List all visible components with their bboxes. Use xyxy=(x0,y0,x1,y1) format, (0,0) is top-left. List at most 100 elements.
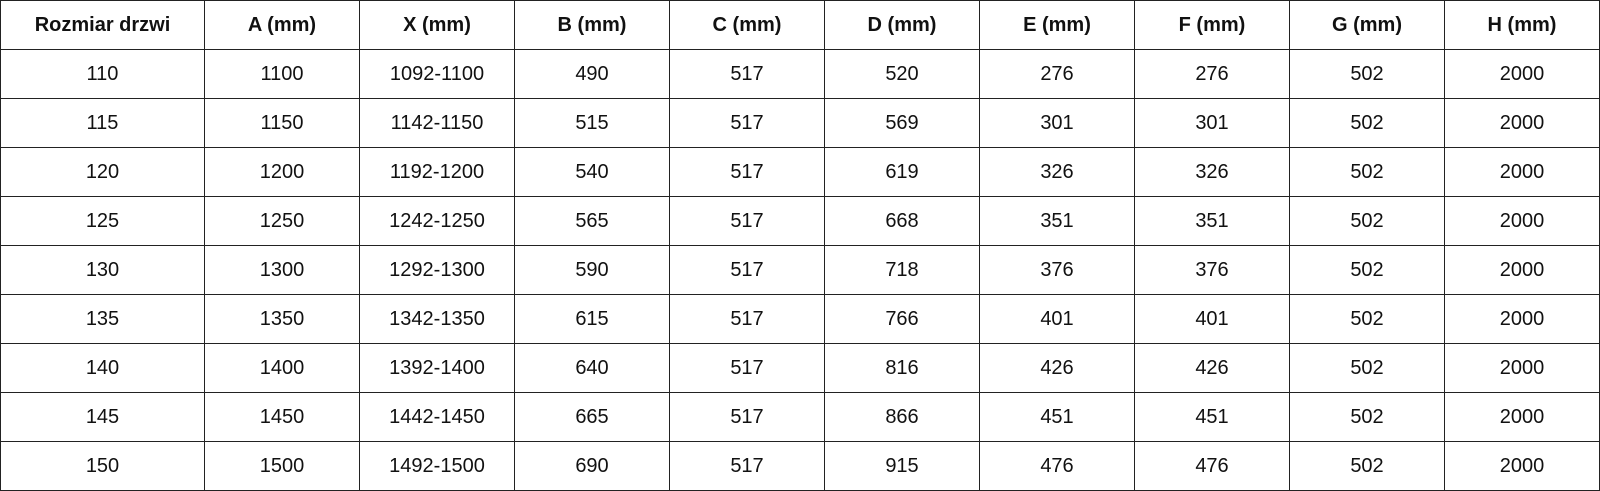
table-cell: 502 xyxy=(1289,98,1445,148)
table-cell: 2000 xyxy=(1444,49,1600,99)
table-cell: 502 xyxy=(1289,294,1445,344)
table-cell: 1250 xyxy=(204,196,360,246)
table-cell: 1242-1250 xyxy=(359,196,515,246)
column-header: G (mm) xyxy=(1289,0,1445,50)
table-cell: 115 xyxy=(0,98,205,148)
table-cell: 376 xyxy=(1134,245,1290,295)
table-cell: 517 xyxy=(669,294,825,344)
table-cell: 476 xyxy=(979,441,1135,491)
table-cell: 540 xyxy=(514,147,670,197)
table-row: 140 1400 1392-1400 640 517 816 426 426 502 2000 xyxy=(0,343,1600,393)
table-cell: 1292-1300 xyxy=(359,245,515,295)
table-cell: 2000 xyxy=(1444,98,1600,148)
table-cell: 517 xyxy=(669,245,825,295)
table-cell: 1400 xyxy=(204,343,360,393)
table-cell: 125 xyxy=(0,196,205,246)
table-cell: 476 xyxy=(1134,441,1290,491)
table-cell: 2000 xyxy=(1444,245,1600,295)
table-cell: 426 xyxy=(979,343,1135,393)
table-cell: 1200 xyxy=(204,147,360,197)
column-header: F (mm) xyxy=(1134,0,1290,50)
table-row: 135 1350 1342-1350 615 517 766 401 401 502 2000 xyxy=(0,294,1600,344)
table-cell: 351 xyxy=(1134,196,1290,246)
table-cell: 517 xyxy=(669,343,825,393)
table-cell: 502 xyxy=(1289,196,1445,246)
table-cell: 517 xyxy=(669,392,825,442)
table-cell: 615 xyxy=(514,294,670,344)
table-cell: 1300 xyxy=(204,245,360,295)
table-cell: 120 xyxy=(0,147,205,197)
table-cell: 1092-1100 xyxy=(359,49,515,99)
table-cell: 1150 xyxy=(204,98,360,148)
table-cell: 915 xyxy=(824,441,980,491)
table-cell: 619 xyxy=(824,147,980,197)
table-cell: 426 xyxy=(1134,343,1290,393)
table-cell: 110 xyxy=(0,49,205,99)
table-cell: 145 xyxy=(0,392,205,442)
table-cell: 150 xyxy=(0,441,205,491)
table-cell: 1142-1150 xyxy=(359,98,515,148)
table-cell: 766 xyxy=(824,294,980,344)
table-cell: 2000 xyxy=(1444,294,1600,344)
table-cell: 1100 xyxy=(204,49,360,99)
table-cell: 2000 xyxy=(1444,147,1600,197)
table-cell: 130 xyxy=(0,245,205,295)
table-cell: 2000 xyxy=(1444,196,1600,246)
table-cell: 301 xyxy=(979,98,1135,148)
table-cell: 502 xyxy=(1289,49,1445,99)
table-row: 145 1450 1442-1450 665 517 866 451 451 502 2000 xyxy=(0,392,1600,442)
table-cell: 502 xyxy=(1289,343,1445,393)
table-cell: 502 xyxy=(1289,245,1445,295)
table-row: 115 1150 1142-1150 515 517 569 301 301 502 2000 xyxy=(0,98,1600,148)
header-row: Rozmiar drzwi A (mm) X (mm) B (mm) C (mm) D (… xyxy=(0,0,1600,50)
table-cell: 517 xyxy=(669,196,825,246)
table-cell: 640 xyxy=(514,343,670,393)
column-header: A (mm) xyxy=(204,0,360,50)
table-cell: 1192-1200 xyxy=(359,147,515,197)
table-cell: 276 xyxy=(979,49,1135,99)
table-cell: 401 xyxy=(1134,294,1290,344)
column-header: E (mm) xyxy=(979,0,1135,50)
table-cell: 502 xyxy=(1289,147,1445,197)
table-row: 110 1100 1092-1100 490 517 520 276 276 502 2000 xyxy=(0,49,1600,99)
table-cell: 376 xyxy=(979,245,1135,295)
table-cell: 401 xyxy=(979,294,1135,344)
table-cell: 1342-1350 xyxy=(359,294,515,344)
table-row: 125 1250 1242-1250 565 517 668 351 351 502 2000 xyxy=(0,196,1600,246)
table-cell: 517 xyxy=(669,147,825,197)
table-cell: 565 xyxy=(514,196,670,246)
table-cell: 1350 xyxy=(204,294,360,344)
table-cell: 517 xyxy=(669,98,825,148)
table-cell: 668 xyxy=(824,196,980,246)
table-cell: 718 xyxy=(824,245,980,295)
table-cell: 665 xyxy=(514,392,670,442)
table-cell: 816 xyxy=(824,343,980,393)
table-cell: 502 xyxy=(1289,441,1445,491)
table-cell: 590 xyxy=(514,245,670,295)
table-cell: 301 xyxy=(1134,98,1290,148)
table-cell: 1442-1450 xyxy=(359,392,515,442)
table-cell: 351 xyxy=(979,196,1135,246)
table-cell: 135 xyxy=(0,294,205,344)
table-cell: 502 xyxy=(1289,392,1445,442)
column-header: C (mm) xyxy=(669,0,825,50)
table-row: 150 1500 1492-1500 690 517 915 476 476 502 2000 xyxy=(0,441,1600,491)
table-row: 120 1200 1192-1200 540 517 619 326 326 502 2000 xyxy=(0,147,1600,197)
table-cell: 1500 xyxy=(204,441,360,491)
table-cell: 276 xyxy=(1134,49,1290,99)
table-cell: 690 xyxy=(514,441,670,491)
table-cell: 2000 xyxy=(1444,392,1600,442)
table-cell: 1492-1500 xyxy=(359,441,515,491)
table-cell: 517 xyxy=(669,441,825,491)
column-header: D (mm) xyxy=(824,0,980,50)
table-cell: 866 xyxy=(824,392,980,442)
table-cell: 451 xyxy=(979,392,1135,442)
column-header: Rozmiar drzwi xyxy=(0,0,205,50)
table-cell: 515 xyxy=(514,98,670,148)
table-cell: 1450 xyxy=(204,392,360,442)
table-row: 130 1300 1292-1300 590 517 718 376 376 502 2000 xyxy=(0,245,1600,295)
column-header: H (mm) xyxy=(1444,0,1600,50)
table-cell: 1392-1400 xyxy=(359,343,515,393)
table-cell: 490 xyxy=(514,49,670,99)
